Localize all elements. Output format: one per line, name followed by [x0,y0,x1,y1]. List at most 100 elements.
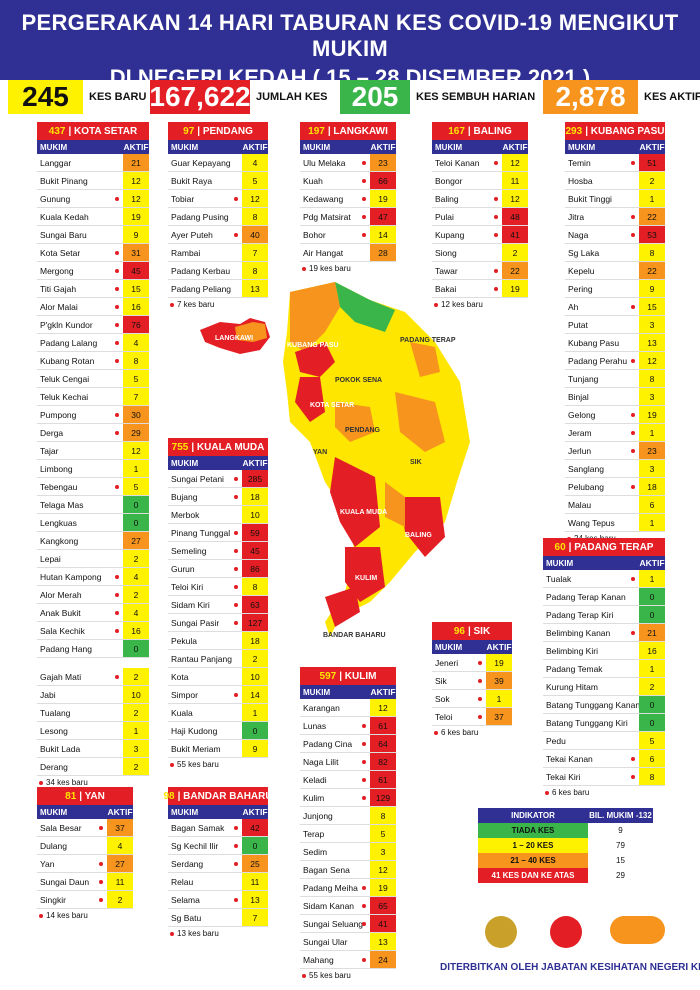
column-header-mukim: MUKIM [568,142,596,152]
mukim-name: Binjal [568,391,589,402]
mukim-name: Alor Malai [37,298,123,315]
new-case-dot [631,233,635,237]
table-row: Belimbing Kanan 21 [543,624,665,642]
table-row: P'gkln Kundor 76 [37,316,149,334]
column-header: MUKIM AKTIF [300,685,396,699]
new-case-dot [234,531,238,535]
footer-text: 6 kes baru [441,728,479,737]
mukim-name: Padang Terap Kanan [546,591,626,602]
active-cases-value: 6 [639,496,665,513]
table-row: Tobiar 12 [168,190,268,208]
table-row: Tualang 2 [37,704,149,722]
table-row: Dulang 4 [37,837,133,855]
active-cases-value: 18 [242,488,268,505]
column-header-mukim: MUKIM [40,142,68,152]
mukim-name: Air Hangat [303,247,344,258]
mukim-name: Padang Cina [300,735,370,752]
district-footer: 55 kes baru [168,760,268,769]
mukim-name: Bagan Samak [168,819,242,836]
new-case-dot [362,904,366,908]
map-label-pendang: PENDANG [345,427,381,434]
active-cases-value: 127 [242,614,268,631]
mukim-name: Pekula [171,635,197,646]
mukim-name: Tebengau [37,478,123,495]
active-cases-value: 4 [123,604,149,621]
footer-text: 55 kes baru [309,971,351,980]
district-name: | BANDAR BAHARU [177,790,273,802]
new-case-dot [115,431,119,435]
table-row: Kepelu 22 [565,262,665,280]
table-row: Naga 53 [565,226,665,244]
table-row: Kedawang 19 [300,190,396,208]
active-cases-value: 47 [370,208,396,225]
district-count: 293 [565,125,583,137]
active-cases-value: 0 [242,837,268,854]
district-footer: 6 kes baru [543,788,665,797]
new-case-dot [362,886,366,890]
active-cases-value: 3 [639,460,665,477]
active-cases-value: 76 [123,316,149,333]
table-row: Padang Lalang 4 [37,334,149,352]
active-cases-value: 66 [370,172,396,189]
active-cases-value: 14 [242,686,268,703]
table-row: Kurung Hitam 2 [543,678,665,696]
header-banner: PERGERAKAN 14 HARI TABURAN KES COVID-19 … [0,0,700,90]
active-cases-value: 13 [242,280,268,297]
active-cases-value: 3 [123,740,149,757]
new-case-dot [39,780,43,785]
table-row: Kuah 66 [300,172,396,190]
table-row: Hosba 2 [565,172,665,190]
column-header-aktif: AKTIF [370,142,396,152]
mukim-name: Sungai Baru [40,229,87,240]
active-cases-value: 11 [242,873,268,890]
mukim-name: Ayer Puteh [168,226,242,243]
active-cases-value: 10 [242,506,268,523]
column-header-aktif: AKTIF [639,558,665,568]
table-row: Sungai Baru 9 [37,226,149,244]
active-cases-value: 24 [370,951,396,968]
table-row: Simpor 14 [168,686,268,704]
table-row: Bohor 14 [300,226,396,244]
new-case-dot [170,931,174,936]
mukim-name: Padang Perahu [565,352,639,369]
table-row: Sidam Kiri 63 [168,596,268,614]
column-header-mukim: MUKIM [303,687,331,697]
active-cases-value: 2 [123,668,149,685]
new-case-dot [631,431,635,435]
active-cases-value: 65 [370,897,396,914]
active-cases-value: 23 [639,442,665,459]
active-cases-value: 63 [242,596,268,613]
table-row: Kupang 41 [432,226,528,244]
new-case-dot [631,305,635,309]
active-cases-value: 0 [123,496,149,513]
table-row: Guar Kepayang 4 [168,154,268,172]
table-row: Teluk Cengai 5 [37,370,149,388]
table-row: Sanglang 3 [565,460,665,478]
mukim-name: Anak Bukit [37,604,123,621]
district-name: | SIK [467,625,491,637]
mukim-name: Tobiar [168,190,242,207]
mukim-name: Bongor [435,175,463,186]
column-header: MUKIM AKTIF [37,805,133,819]
table-row: Ulu Melaka 23 [300,154,396,172]
table-row: Bukit Meriam 9 [168,740,268,758]
mukim-name: Sungai Ular [303,936,348,947]
district-name: | YAN [79,790,105,802]
new-case-dot [115,287,119,291]
table-row: Sidam Kanan 65 [300,897,396,915]
table-row: Karangan 12 [300,699,396,717]
mukim-name: Limbong [40,463,73,474]
table-row: Ayer Puteh 40 [168,226,268,244]
active-cases-value: 30 [123,406,149,423]
new-case-dot [631,161,635,165]
mukim-name: Teluk Cengai [40,373,90,384]
district-name: | PADANG TERAP [568,541,654,553]
stat-total-cases: 167,622 JUMLAH KES [149,80,328,114]
table-row: Padang Pusing 8 [168,208,268,226]
table-row: Kulim 129 [300,789,396,807]
footer-text: 19 kes baru [309,264,351,273]
stat-new-cases-label: KES BARU [89,91,147,103]
mukim-name: Merbok [171,509,200,520]
mukim-name: Tualang [40,707,71,718]
active-cases-value: 12 [123,190,149,207]
